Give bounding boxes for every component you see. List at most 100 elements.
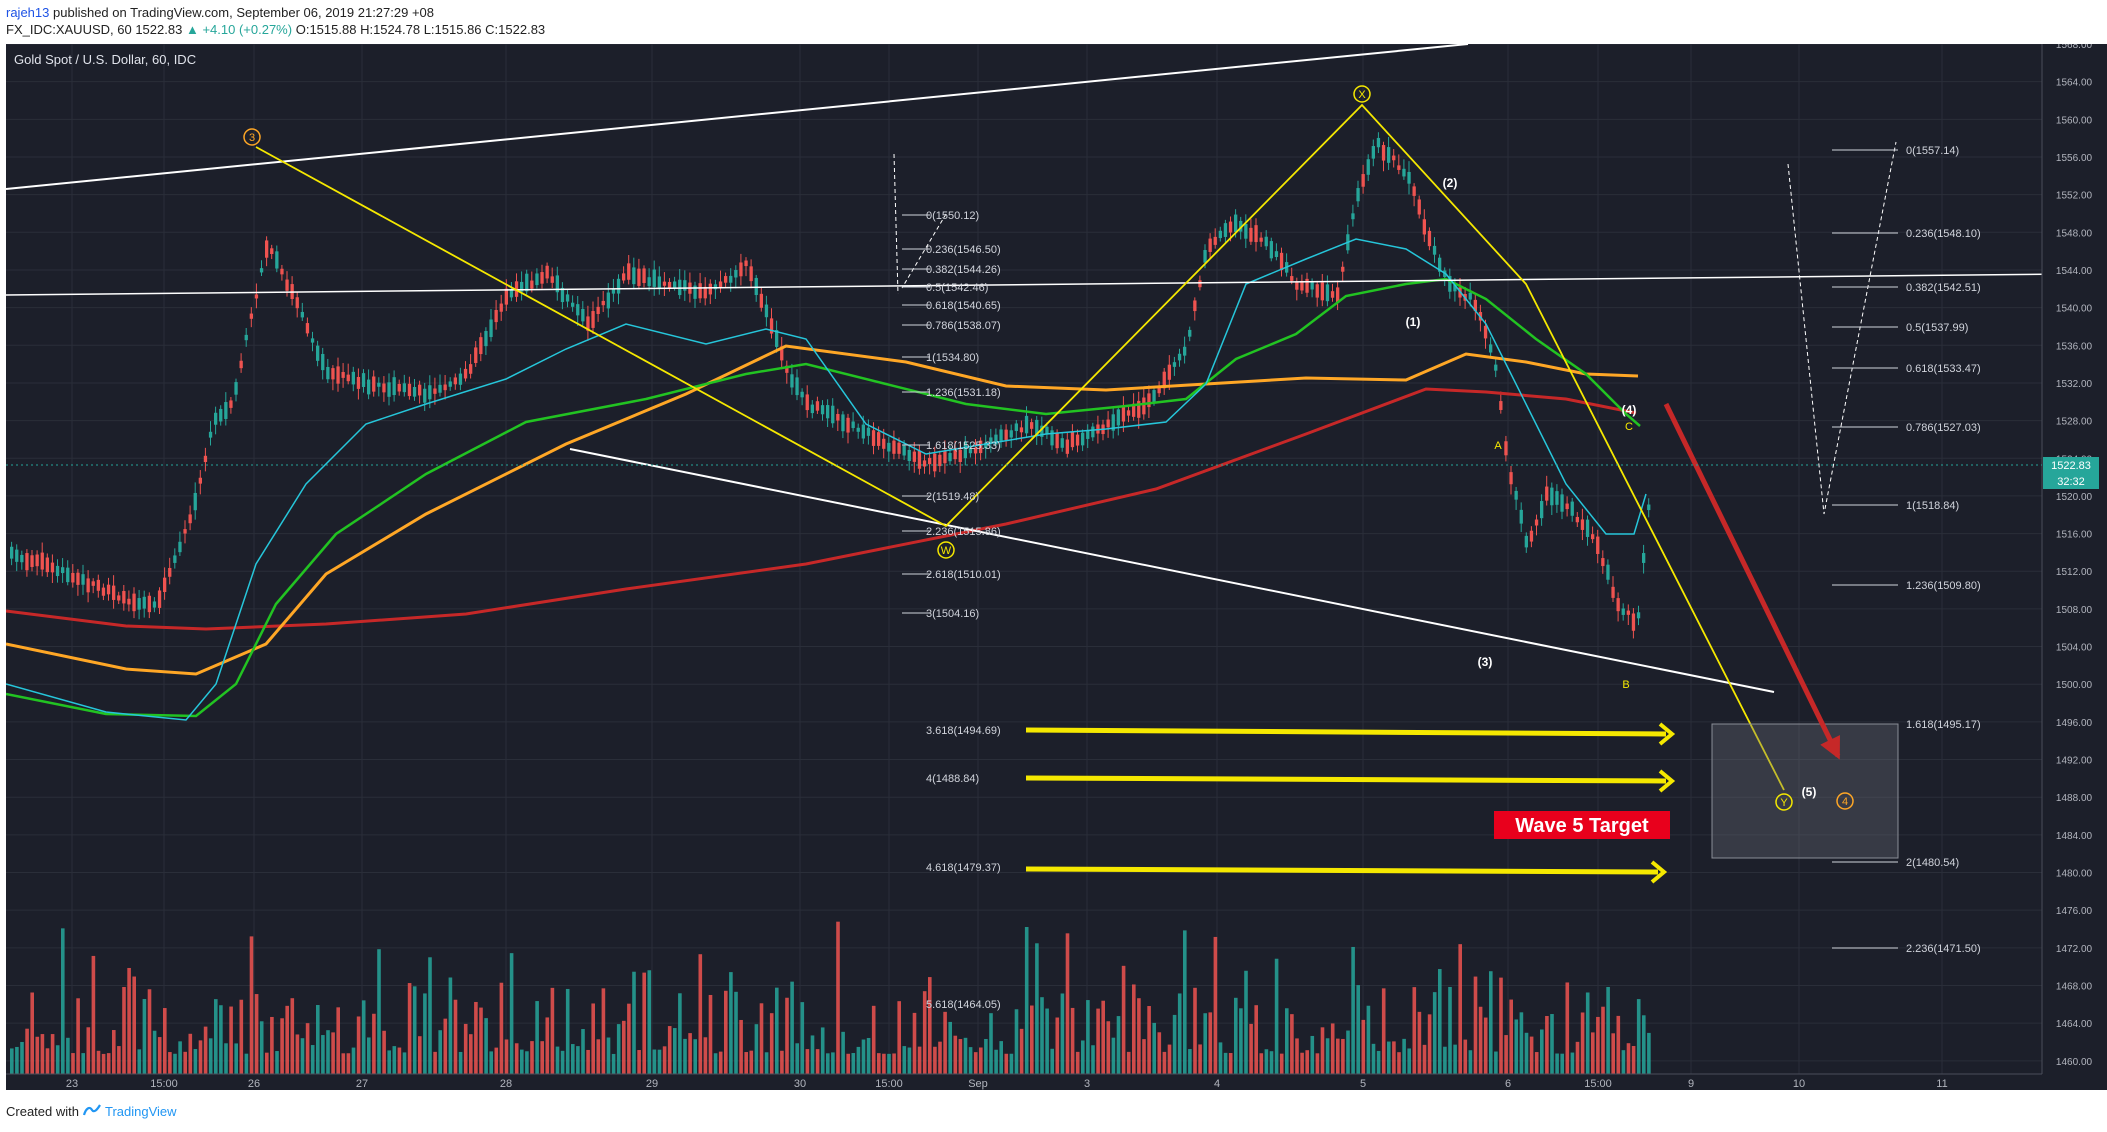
wave-marker-4[interactable]: 4 xyxy=(1836,792,1854,810)
target-arrow-3[interactable] xyxy=(1025,866,1659,875)
volume-bar xyxy=(1045,1008,1049,1074)
volume-bar xyxy=(1473,976,1478,1074)
volume-bar xyxy=(826,1053,830,1074)
volume-bar xyxy=(1596,1016,1600,1074)
candle-body xyxy=(948,453,952,462)
projection-arrow[interactable] xyxy=(1663,402,1841,760)
wave-marker-x[interactable]: X xyxy=(1353,85,1371,103)
candle-body xyxy=(1621,608,1625,615)
fib-left-label: 4.618(1479.37) xyxy=(926,862,1001,874)
volume-bar xyxy=(50,1034,55,1074)
volume-bar xyxy=(1081,1040,1085,1074)
candle-body xyxy=(117,595,121,601)
fib-left-label: 3(1504.16) xyxy=(926,608,979,620)
wave-marker-3[interactable]: 3 xyxy=(243,128,261,146)
horizontal-resistance-line[interactable] xyxy=(5,273,2069,296)
price-tick: 1520.00 xyxy=(2056,492,2093,503)
volume-bar xyxy=(683,1038,687,1074)
volume-bar xyxy=(1341,1038,1345,1074)
lower-channel-line[interactable] xyxy=(569,448,1775,693)
volume-bar xyxy=(616,1024,621,1074)
candle-body xyxy=(892,440,896,454)
upper-channel-line[interactable] xyxy=(5,43,1469,190)
candle-body xyxy=(1004,429,1008,440)
candle-body xyxy=(1208,238,1212,252)
candle-body xyxy=(275,251,279,269)
chart-canvas[interactable]: 0(1550.12) 0.236(1546.50) 0.382(1544.26) 0.… xyxy=(5,40,2107,1090)
candle-body xyxy=(540,272,544,284)
volume-bar xyxy=(678,993,682,1074)
volume-bar xyxy=(96,1050,101,1074)
close-label: C: xyxy=(485,22,499,37)
candle-body xyxy=(785,365,789,373)
wave-marker-w[interactable]: W xyxy=(937,541,955,559)
candle-body xyxy=(759,293,763,308)
fib-left-label: 3.618(1494.69) xyxy=(926,725,1001,737)
price-tick: 1476.00 xyxy=(2056,906,2093,917)
footer-bar: Created with TradingView xyxy=(0,1090,2107,1132)
volume-bar xyxy=(989,1013,993,1074)
candle-body xyxy=(382,383,386,393)
price-change: +4.10 (+0.27%) xyxy=(202,22,293,37)
volume-bar xyxy=(463,1023,468,1074)
volume-bar xyxy=(1269,1051,1274,1074)
fib-right-label: 0(1557.14) xyxy=(1906,145,1959,157)
wave-path-line[interactable] xyxy=(255,103,1785,791)
volume-bar xyxy=(224,1043,228,1074)
volume-bar xyxy=(586,1049,590,1074)
candle-body xyxy=(780,346,784,361)
wave-marker-y-text: Y xyxy=(1780,797,1788,809)
volume-bar xyxy=(871,1005,876,1074)
candle-body xyxy=(729,275,733,283)
candle-body xyxy=(703,286,707,299)
candle-body xyxy=(81,574,85,585)
wave-label-3: (3) xyxy=(1478,655,1493,669)
candle-body xyxy=(1203,250,1207,263)
candle-body xyxy=(601,300,605,306)
volume-bar xyxy=(1014,1009,1019,1074)
volume-bar xyxy=(632,971,636,1074)
volume-bar xyxy=(1290,1014,1294,1074)
candle-body xyxy=(1024,415,1029,434)
volume-bar xyxy=(484,1018,488,1074)
volume-bar xyxy=(1616,1015,1621,1074)
ema-20-line xyxy=(5,238,1647,721)
volume-bar xyxy=(300,1038,305,1074)
tradingview-brand-link[interactable]: TradingView xyxy=(104,1104,177,1119)
author-link[interactable]: rajeh13 xyxy=(6,5,50,20)
volume-bar xyxy=(183,1051,187,1074)
fib-left-label: 2(1519.48) xyxy=(926,491,979,503)
volume-bar xyxy=(1147,1006,1151,1074)
volume-bar xyxy=(514,1043,519,1074)
target-arrow-1[interactable] xyxy=(1025,727,1667,737)
volume-bar xyxy=(1591,1032,1595,1074)
candle-body xyxy=(1381,145,1386,161)
volume-bar xyxy=(458,1051,463,1074)
candle-body xyxy=(1228,221,1233,233)
volume-bar xyxy=(448,977,453,1074)
volume-bar xyxy=(984,1038,988,1074)
volume-bar xyxy=(1300,1052,1304,1074)
chart-area[interactable]: 0(1550.12) 0.236(1546.50) 0.382(1544.26) 0.… xyxy=(5,40,2107,1090)
candle-body xyxy=(1519,509,1523,524)
fib-left-label: 0.236(1546.50) xyxy=(926,244,1001,256)
volume-bar xyxy=(219,1005,223,1074)
candle-body xyxy=(1060,438,1064,448)
candle-body xyxy=(1504,441,1508,456)
target-arrow-2[interactable] xyxy=(1025,775,1667,784)
candle-body xyxy=(1631,613,1636,631)
target-zone-box[interactable] xyxy=(1711,723,1899,859)
price-axis[interactable] xyxy=(2042,44,2107,1090)
time-axis[interactable] xyxy=(6,1074,2107,1090)
volume-bar xyxy=(1529,1036,1534,1074)
volume-bar xyxy=(178,1041,182,1074)
volume-bar xyxy=(76,998,80,1074)
wave-marker-y[interactable]: Y xyxy=(1775,793,1793,811)
volume-bar xyxy=(10,1048,14,1074)
volume-bar xyxy=(1417,1011,1422,1074)
ema-50-line xyxy=(5,277,1641,718)
volume-bar xyxy=(1004,1053,1009,1074)
time-tick: 10 xyxy=(1793,1078,1805,1090)
candle-body xyxy=(1529,530,1534,542)
candle-body xyxy=(1402,168,1406,177)
